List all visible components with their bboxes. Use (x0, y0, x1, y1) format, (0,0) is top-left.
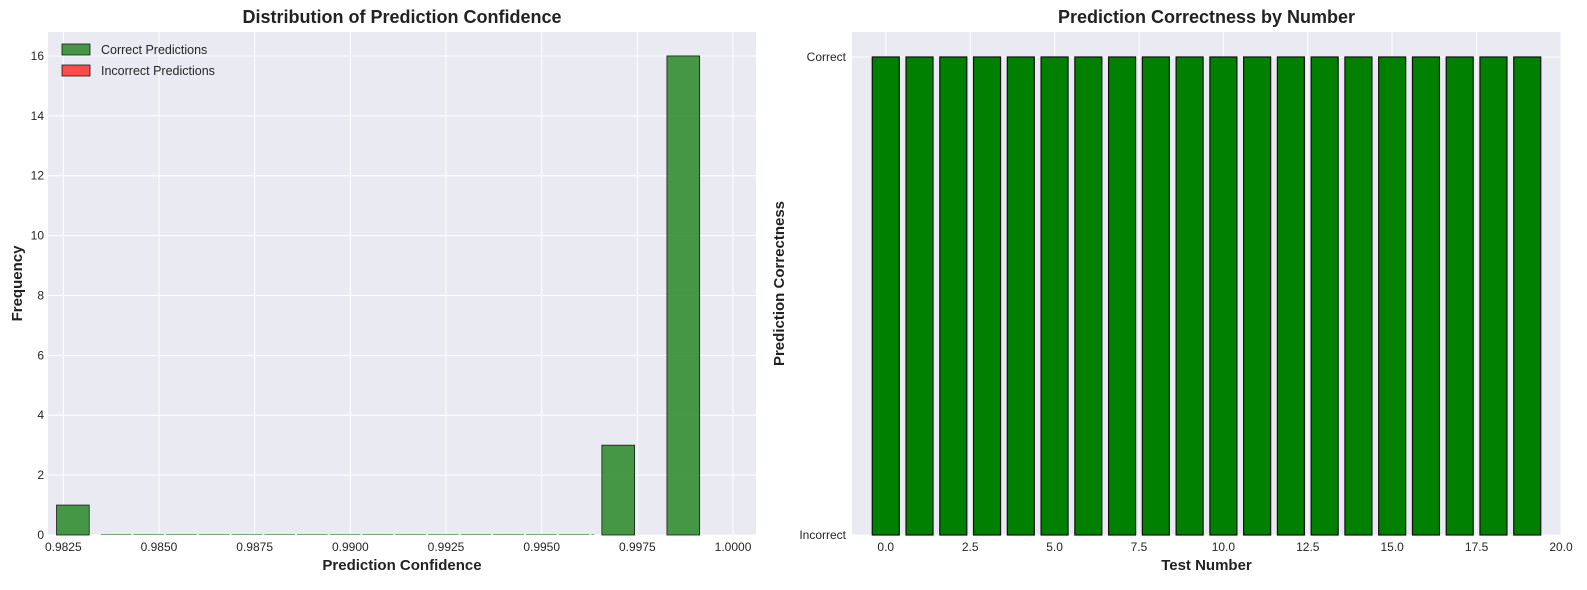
correctness-bar-chart: 0.0 2.5 5.0 7.5 10.0 12.5 15.0 17.5 20.0 Incorre… (771, 7, 1573, 574)
histogram-bar-correct (666, 55, 701, 536)
chart1-y-tick-label: 14 (31, 109, 45, 123)
chart1-plot-background (48, 32, 756, 535)
correctness-bar (1040, 56, 1069, 536)
chart1-gridlines (48, 32, 756, 536)
correctness-bar (972, 56, 1002, 536)
chart2-title: Prediction Correctness by Number (1058, 7, 1355, 27)
correctness-bar (1006, 56, 1035, 536)
chart1-bars (56, 55, 701, 536)
correctness-bar (1243, 56, 1272, 536)
correctness-bar (1344, 56, 1373, 536)
chart2-x-axis-label: Test Number (1161, 557, 1252, 574)
correctness-bar (1107, 56, 1137, 536)
correctness-bar (1378, 56, 1407, 536)
confidence-histogram-chart: 0.9825 0.9850 0.9875 0.9900 0.9925 0.9950 0.99… (9, 7, 756, 574)
chart1-x-tick-label: 0.9875 (236, 540, 273, 554)
chart2-x-tick-label: 10.0 (1212, 540, 1236, 554)
chart2-x-tick-label: 17.5 (1465, 540, 1489, 554)
legend-swatch-incorrect (61, 64, 91, 77)
chart1-y-tick-label: 2 (37, 468, 44, 482)
chart1-y-tick-label: 4 (37, 408, 44, 422)
correctness-bar (1209, 56, 1238, 536)
correctness-bar (1513, 56, 1542, 536)
chart1-y-tick-label: 10 (31, 229, 45, 243)
chart1-x-tick-label: 0.9850 (141, 540, 178, 554)
histogram-bar-correct (56, 504, 90, 536)
correctness-bar (1310, 56, 1339, 536)
correctness-bar (1445, 56, 1474, 536)
chart2-x-tick-label: 15.0 (1381, 540, 1405, 554)
correctness-bar (939, 56, 968, 536)
legend-swatch-correct (61, 43, 91, 56)
chart1-y-tick-label: 12 (31, 169, 45, 183)
chart2-y-tick-label: Incorrect (799, 528, 846, 542)
chart2-x-tick-label: 20.0 (1549, 540, 1573, 554)
chart1-y-tick-label: 6 (37, 348, 44, 362)
chart1-y-tick-label: 8 (37, 288, 44, 302)
histogram-bar-correct (601, 444, 635, 536)
chart1-y-tick-label: 0 (37, 528, 44, 542)
chart1-y-tick-label: 16 (31, 49, 45, 63)
chart1-title: Distribution of Prediction Confidence (243, 7, 562, 27)
chart2-bars (871, 56, 1542, 536)
chart1-x-tick-label: 0.9825 (45, 540, 82, 554)
correctness-bar (1175, 56, 1204, 536)
chart2-y-axis-label: Prediction Correctness (771, 201, 788, 366)
correctness-bar (871, 56, 900, 536)
chart1-x-tick-label: 0.9975 (619, 540, 656, 554)
chart2-y-tick-label: Correct (807, 50, 847, 64)
chart1-x-tick-labels: 0.9825 0.9850 0.9875 0.9900 0.9925 0.9950 0.99… (45, 540, 752, 554)
correctness-bar (905, 56, 934, 536)
legend-label-incorrect: Incorrect Predictions (101, 64, 215, 78)
chart2-x-tick-label: 5.0 (1046, 540, 1063, 554)
chart1-y-axis-label: Frequency (9, 245, 26, 322)
chart1-x-tick-label: 0.9925 (428, 540, 465, 554)
correctness-bar (1479, 56, 1508, 536)
chart1-y-tick-labels: 0 2 4 6 8 10 12 14 16 (31, 49, 45, 542)
chart2-x-tick-label: 2.5 (962, 540, 979, 554)
legend-label-correct: Correct Predictions (101, 43, 207, 57)
chart2-x-tick-label: 12.5 (1296, 540, 1320, 554)
correctness-bar (1141, 56, 1170, 536)
correctness-bar (1276, 56, 1306, 536)
correctness-bar (1074, 56, 1103, 536)
chart1-x-tick-label: 0.9900 (332, 540, 369, 554)
chart1-legend: Correct Predictions Incorrect Prediction… (61, 43, 215, 78)
correctness-bar (1411, 56, 1441, 536)
chart2-x-tick-label: 0.0 (877, 540, 894, 554)
chart1-x-axis-label: Prediction Confidence (322, 557, 481, 574)
chart2-x-tick-labels: 0.0 2.5 5.0 7.5 10.0 12.5 15.0 17.5 20.0 (877, 540, 1573, 554)
chart1-x-tick-label: 1.0000 (715, 540, 752, 554)
chart2-y-tick-labels: Incorrect Correct (799, 50, 846, 542)
chart1-x-tick-label: 0.9950 (523, 540, 560, 554)
chart2-x-tick-label: 7.5 (1131, 540, 1148, 554)
